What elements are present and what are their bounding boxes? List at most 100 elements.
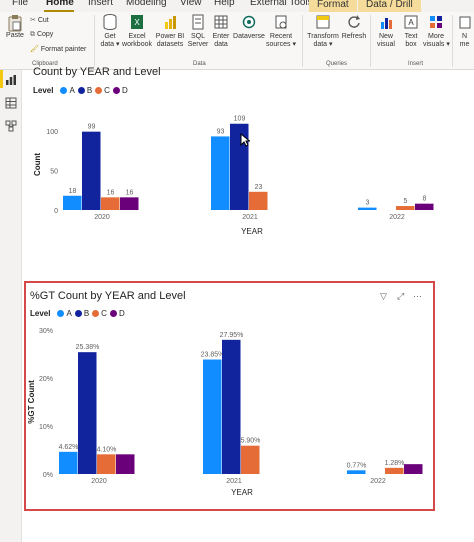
bar-2022-d[interactable] <box>404 464 423 474</box>
bar-2022-a[interactable] <box>358 207 377 210</box>
data-label: 1.28% <box>385 460 405 467</box>
powerbi-datasets-button[interactable]: Power BI datasets <box>154 14 186 49</box>
excel-workbook-button[interactable]: X Excel workbook <box>122 14 152 49</box>
recent-sources-button[interactable]: Recent sources ▾ <box>266 14 296 49</box>
tab-modeling[interactable]: Modeling <box>126 0 167 8</box>
sql-server-button[interactable]: SQL Server <box>187 14 209 49</box>
chart2-legend-a[interactable]: A <box>66 309 72 318</box>
copy-button[interactable]: ⧉ Copy <box>30 31 53 39</box>
transform-data-icon <box>316 15 330 29</box>
data-label: 18 <box>69 188 77 195</box>
bar-2021-b[interactable] <box>222 339 241 474</box>
focus-mode-icon[interactable]: ⤢ <box>397 291 405 301</box>
partial-button-icon <box>459 16 470 29</box>
format-painter-button[interactable]: 🖌 Format painter <box>30 45 86 53</box>
chart1-legend-b[interactable]: B <box>86 86 93 95</box>
text-box-label-1: Text <box>404 33 418 40</box>
bar-2022-d[interactable] <box>415 203 434 210</box>
refresh-button[interactable]: Refresh <box>341 14 367 41</box>
bar-2022-c[interactable] <box>385 467 404 474</box>
data-label: 23 <box>255 184 263 191</box>
report-view-icon[interactable] <box>5 74 17 86</box>
get-data-button[interactable]: Get data ▾ <box>99 14 121 49</box>
text-box-button[interactable]: A Text box <box>400 14 422 49</box>
y-axis-title: %GT Count <box>27 380 36 424</box>
more-visuals-button[interactable]: More visuals ▾ <box>423 14 450 49</box>
transform-data-button[interactable]: Transform data ▾ <box>306 14 340 49</box>
filter-icon[interactable]: ▽ <box>380 291 387 301</box>
data-label: 4.62% <box>59 444 79 451</box>
queries-group-label: Queries <box>326 61 348 67</box>
bar-2021-c[interactable] <box>249 191 268 210</box>
tab-home[interactable]: Home <box>46 0 74 8</box>
cut-button[interactable]: ✂ Cut <box>30 16 49 24</box>
y-tick-label: 30% <box>39 328 53 335</box>
view-rail <box>0 70 22 542</box>
ribbon-home: Paste ✂ Cut ⧉ Copy 🖌 Format painter Clip… <box>0 12 474 70</box>
tab-data-drill[interactable]: Data / Drill <box>358 0 421 12</box>
bar-2020-c[interactable] <box>101 197 120 210</box>
chart1-legend-title: Level <box>33 86 54 95</box>
more-options-icon[interactable]: ⋯ <box>413 291 422 301</box>
chart2-legend-b[interactable]: B <box>83 309 90 318</box>
bar-2020-b[interactable] <box>82 131 101 210</box>
chart2-legend-title: Level <box>30 309 51 318</box>
bar-2020-a[interactable] <box>59 451 78 474</box>
bar-2021-a[interactable] <box>203 359 222 474</box>
text-box-label-2: box <box>405 41 417 48</box>
new-visual-button[interactable]: New visual <box>374 14 398 49</box>
partial-ribbon-button[interactable]: N me <box>455 14 474 49</box>
recent-sources-label-1: Recent <box>269 33 293 40</box>
tab-file[interactable]: File <box>12 0 29 8</box>
chart1-legend-a[interactable]: A <box>69 86 75 95</box>
y-axis-title: Count <box>33 153 42 176</box>
more-visuals-label-2: visuals ▾ <box>423 41 450 48</box>
data-label: 0.77% <box>347 462 367 469</box>
chart1-legend-d[interactable]: D <box>121 86 128 95</box>
refresh-icon <box>348 15 360 28</box>
enter-data-button[interactable]: Enter data <box>210 14 232 49</box>
data-group-label: Data <box>193 61 206 67</box>
data-label: 3 <box>366 200 370 207</box>
tab-view[interactable]: View <box>180 0 202 8</box>
bar-2020-b[interactable] <box>78 352 97 474</box>
bar-2022-c[interactable] <box>396 206 415 210</box>
chart2-legend-c[interactable]: C <box>101 309 107 318</box>
bar-2020-a[interactable] <box>63 195 82 210</box>
bar-2021-b[interactable] <box>230 123 249 210</box>
bar-2020-d[interactable] <box>116 454 135 474</box>
excel-icon: X <box>131 15 143 29</box>
active-tab-indicator <box>44 10 74 12</box>
tab-format[interactable]: Format <box>309 0 357 12</box>
data-label: 27.95% <box>220 332 244 339</box>
bar-2021-c[interactable] <box>241 445 260 474</box>
ribbon-separator <box>94 15 95 67</box>
x-tick-label: 2020 <box>91 478 107 485</box>
bar-2022-a[interactable] <box>347 470 366 474</box>
tab-help[interactable]: Help <box>214 0 235 8</box>
data-view-icon[interactable] <box>5 97 17 109</box>
dataverse-button[interactable]: Dataverse <box>233 14 265 41</box>
dataverse-label: Dataverse <box>233 33 265 40</box>
legend-dot-c <box>95 87 103 94</box>
bar-2020-c[interactable] <box>97 454 116 474</box>
bar-2020-d[interactable] <box>120 197 139 210</box>
legend-dot-b <box>74 310 82 317</box>
tab-insert[interactable]: Insert <box>88 0 114 8</box>
bar-2021-a[interactable] <box>211 136 230 210</box>
data-label: 5.90% <box>241 438 261 445</box>
new-visual-icon <box>381 18 392 29</box>
tab-external-tools[interactable]: External Tools <box>250 0 313 8</box>
sql-server-label-1: SQL <box>190 33 205 40</box>
clipboard-group-label: Clipboard <box>32 61 58 67</box>
excel-label-1: Excel <box>128 33 146 40</box>
dataverse-icon <box>242 15 256 29</box>
powerbi-datasets-icon <box>165 16 176 29</box>
chart2-legend-d[interactable]: D <box>118 309 125 318</box>
chart2-plot[interactable]: 0% 10% 20% 30% %GT Count 4.62% 25.38% 4.10% 2020… <box>22 318 434 500</box>
chart1-legend-c[interactable]: C <box>104 86 110 95</box>
chart1-plot[interactable]: 0 50 100 Count 18 99 16 16 2020 93 109 23 2021 3 5 8 202… <box>22 96 452 238</box>
ribbon-separator <box>370 15 371 67</box>
model-view-icon[interactable] <box>5 120 17 132</box>
paste-button[interactable]: Paste <box>3 14 27 40</box>
